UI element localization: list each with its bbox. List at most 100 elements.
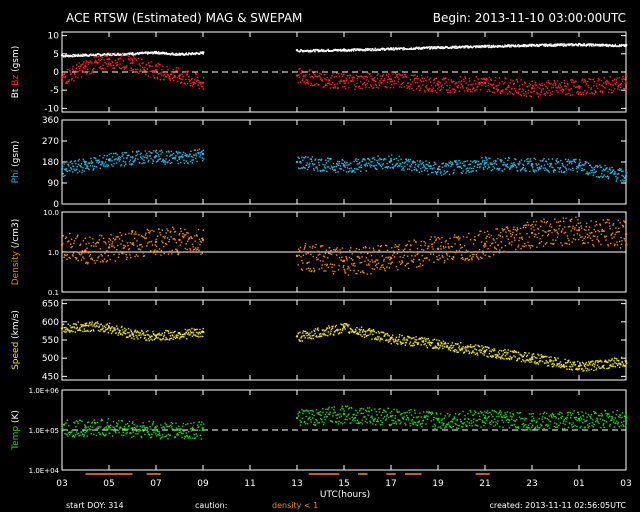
mag-scatter-dot xyxy=(559,87,561,89)
density-scatter-dot xyxy=(618,240,621,243)
mag-scatter-dot xyxy=(547,81,550,84)
density-scatter-dot xyxy=(144,234,147,236)
speed-scatter-dot xyxy=(100,323,102,326)
phi-scatter-dot xyxy=(617,177,619,179)
mag-scatter-dot xyxy=(569,44,571,47)
mag-scatter-dot xyxy=(344,85,346,88)
mag-scatter-dot xyxy=(306,79,309,81)
density-scatter-dot xyxy=(175,248,177,250)
phi-scatter-dot xyxy=(406,160,408,162)
speed-scatter-dot xyxy=(93,324,95,326)
mag-scatter-dot xyxy=(607,44,609,47)
mag-scatter-dot xyxy=(474,89,477,91)
mag-data-point xyxy=(178,52,181,56)
phi-scatter-dot xyxy=(303,167,305,169)
density-scatter-dot xyxy=(560,242,562,244)
speed-scatter-dot xyxy=(196,328,198,331)
phi-scatter-dot xyxy=(528,160,531,162)
density-scatter-dot xyxy=(551,243,554,245)
density-scatter-dot xyxy=(138,248,141,250)
mag-scatter-dot xyxy=(518,85,521,87)
density-scatter-dot xyxy=(509,230,511,232)
phi-scatter-dot xyxy=(376,161,379,164)
density-scatter-dot xyxy=(535,220,538,223)
mag-scatter-dot xyxy=(129,69,131,72)
density-scatter-dot xyxy=(435,239,437,242)
density-scatter-dot xyxy=(82,240,85,242)
density-scatter-dot xyxy=(146,245,148,247)
density-scatter-dot xyxy=(503,250,505,253)
mag-scatter-dot xyxy=(524,81,526,83)
mag-scatter-dot xyxy=(406,84,408,87)
density-scatter-dot xyxy=(417,252,419,255)
phi-scatter-dot xyxy=(535,163,537,165)
speed-scatter-dot xyxy=(361,335,363,338)
mag-scatter-dot xyxy=(565,44,568,47)
phi-scatter-dot xyxy=(333,169,335,172)
phi-scatter-dot xyxy=(423,165,425,168)
mag-scatter-dot xyxy=(69,55,72,58)
mag-scatter-dot xyxy=(63,73,65,76)
density-scatter-dot xyxy=(108,241,110,243)
mag-scatter-dot xyxy=(509,44,512,47)
phi-scatter-dot xyxy=(551,166,553,168)
density-scatter-dot xyxy=(122,252,124,255)
density-scatter-dot xyxy=(594,225,596,227)
phi-scatter-dot xyxy=(89,162,91,164)
mag-scatter-dot xyxy=(514,44,517,46)
density-scatter-dot xyxy=(156,245,158,247)
phi-data-point xyxy=(389,159,393,163)
mag-scatter-dot xyxy=(184,54,186,56)
mag-scatter-dot xyxy=(553,43,556,46)
mag-scatter-dot xyxy=(615,79,618,81)
phi-scatter-dot xyxy=(575,158,577,160)
phi-scatter-dot xyxy=(308,164,310,166)
phi-scatter-dot xyxy=(380,158,382,161)
mag-scatter-dot xyxy=(326,76,329,79)
density-scatter-dot xyxy=(116,236,118,238)
mag-scatter-dot xyxy=(117,54,120,56)
mag-scatter-dot xyxy=(76,64,78,66)
speed-scatter-dot xyxy=(361,331,364,333)
density-scatter-dot xyxy=(490,234,493,237)
density-scatter-dot xyxy=(200,241,203,243)
phi-scatter-dot xyxy=(450,165,452,168)
mag-scatter-dot xyxy=(98,54,101,57)
phi-scatter-dot xyxy=(408,161,410,163)
mag-scatter-dot xyxy=(158,72,161,75)
phi-scatter-dot xyxy=(130,164,133,166)
density-scatter-dot xyxy=(139,243,141,246)
phi-scatter-dot xyxy=(615,180,618,182)
speed-scatter-dot xyxy=(114,327,116,329)
mag-scatter-dot xyxy=(463,45,466,48)
density-scatter-dot xyxy=(315,256,318,259)
mag-scatter-dot xyxy=(170,70,172,73)
mag-scatter-dot xyxy=(146,51,148,54)
density-scatter-dot xyxy=(611,237,613,239)
mag-scatter-dot xyxy=(156,65,158,67)
speed-scatter-dot xyxy=(482,346,485,349)
speed-scatter-dot xyxy=(344,328,346,330)
mag-scatter-dot xyxy=(487,82,490,85)
density-scatter-dot xyxy=(595,223,598,226)
speed-scatter-dot xyxy=(84,330,86,332)
density-scatter-dot xyxy=(554,218,556,220)
speed-scatter-dot xyxy=(442,340,445,342)
density-scatter-dot xyxy=(415,266,418,268)
speed-scatter-dot xyxy=(348,324,350,326)
mag-data-point xyxy=(577,85,581,88)
mag-scatter-dot xyxy=(585,45,587,47)
phi-scatter-dot xyxy=(73,168,75,170)
mag-scatter-dot xyxy=(375,49,378,51)
mag-scatter-dot xyxy=(146,68,148,70)
density-scatter-dot xyxy=(171,226,174,228)
speed-scatter-dot xyxy=(183,336,185,338)
density-scatter-dot xyxy=(428,245,430,248)
speed-scatter-dot xyxy=(134,330,137,332)
phi-scatter-dot xyxy=(498,169,500,171)
speed-scatter-dot xyxy=(477,345,480,347)
speed-scatter-dot xyxy=(426,338,428,340)
mag-scatter-dot xyxy=(535,44,537,47)
phi-scatter-dot xyxy=(363,157,365,160)
density-scatter-dot xyxy=(179,244,181,246)
